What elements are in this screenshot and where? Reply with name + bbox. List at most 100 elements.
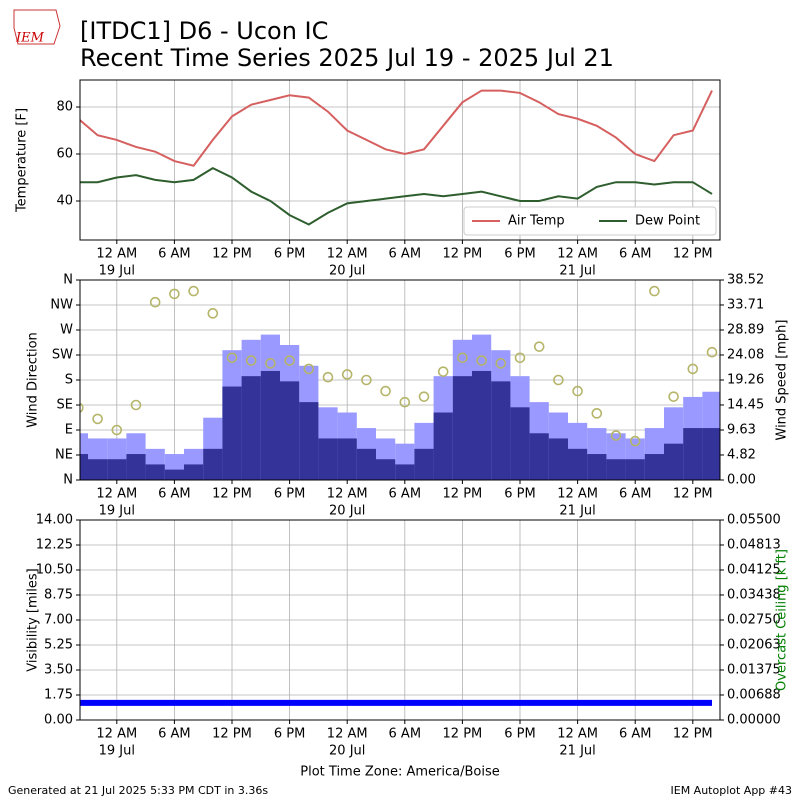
x-date-label: 20 Jul	[329, 504, 365, 519]
point	[130, 399, 142, 411]
bar	[203, 448, 223, 480]
x-date-label: 19 Jul	[99, 504, 135, 519]
x-tick-label: 6 AM	[389, 727, 422, 742]
x-tick-label: 12 AM	[96, 727, 137, 742]
x-tick-label: 12 AM	[327, 247, 368, 262]
point	[245, 355, 257, 366]
y-tick-label: 40	[56, 193, 73, 208]
y-tick-label: W	[60, 323, 73, 338]
x-tick-label: 12 AM	[96, 487, 137, 502]
y2-tick-label: 0.00000	[727, 713, 781, 728]
point	[533, 341, 545, 352]
x-tick-label: 12 AM	[557, 487, 598, 502]
y-tick-label: 5.25	[44, 638, 73, 653]
bar	[145, 464, 165, 480]
point	[668, 391, 679, 402]
y-tick-label: N	[63, 473, 73, 488]
point	[80, 402, 84, 413]
point	[418, 391, 430, 402]
point	[457, 352, 468, 364]
point	[687, 363, 699, 375]
bar	[414, 448, 434, 480]
point	[111, 424, 123, 436]
y2-tick-label: 9.63	[727, 423, 756, 438]
x-tick-label: 12 AM	[327, 727, 368, 742]
bar	[337, 438, 357, 480]
x-tick-label: 6 AM	[619, 487, 652, 502]
point	[495, 358, 507, 369]
axes-frame	[79, 519, 721, 721]
point	[476, 355, 487, 366]
y2-tick-label: 0.03438	[727, 587, 781, 602]
bar	[702, 428, 720, 480]
x-date-label: 20 Jul	[329, 264, 365, 279]
y2-tick-label: 24.08	[727, 347, 764, 362]
x-tick-label: 6 PM	[274, 247, 305, 262]
x-tick-label: 6 PM	[274, 727, 305, 742]
y2-tick-label: 28.89	[727, 323, 764, 338]
x-tick-label: 6 AM	[158, 727, 191, 742]
x-date-label: 19 Jul	[99, 744, 135, 759]
x-tick-label: 12 PM	[212, 727, 252, 742]
x-tick-label: 12 PM	[673, 247, 713, 262]
bar	[664, 443, 684, 480]
bar	[606, 459, 626, 480]
bar	[376, 459, 396, 480]
bar	[510, 407, 530, 480]
bar	[529, 433, 549, 480]
y2-tick-label: 0.04125	[727, 563, 781, 578]
y-axis-label: Wind Direction	[26, 332, 41, 428]
plot-area	[80, 89, 713, 226]
x-tick-label: 12 PM	[443, 487, 483, 502]
y2-tick-label: 33.71	[727, 297, 764, 312]
y-tick-label: 8.75	[44, 588, 73, 603]
y2-tick-label: 19.26	[727, 373, 764, 388]
bar	[683, 428, 703, 480]
x-tick-label: 6 AM	[158, 247, 191, 262]
y-tick-label: 80	[56, 100, 73, 115]
x-date-label: 21 Jul	[559, 264, 595, 279]
x-tick-label: 6 AM	[619, 247, 652, 262]
bar	[184, 464, 204, 480]
y2-axis-label: Overcast Ceiling [k ft]	[775, 549, 790, 691]
axes-frame	[79, 79, 721, 241]
logo-shape	[13, 9, 61, 45]
point	[265, 358, 276, 369]
y2-tick-label: 0.00	[727, 473, 756, 488]
logo-text: IEM	[15, 31, 45, 46]
point	[322, 371, 334, 383]
logo: IEM	[13, 9, 61, 46]
x-date-label: 20 Jul	[329, 744, 365, 759]
y-tick-label: 10.50	[36, 563, 73, 578]
series-line	[80, 166, 713, 226]
x-tick-label: 12 AM	[96, 247, 137, 262]
bar	[568, 448, 588, 480]
x-tick-label: 6 AM	[389, 247, 422, 262]
y-tick-label: 0.00	[44, 713, 73, 728]
y-tick-label: 12.25	[36, 538, 73, 553]
point	[629, 435, 641, 447]
legend-box	[463, 206, 717, 236]
point	[437, 366, 449, 377]
bar	[88, 459, 108, 480]
y-tick-label: 3.50	[44, 663, 73, 678]
bar	[395, 464, 415, 480]
y2-tick-label: 0.05500	[727, 513, 781, 528]
point	[169, 288, 180, 300]
y-tick-label: N	[63, 273, 73, 288]
axes-frame	[79, 279, 721, 481]
x-axis-label: Plot Time Zone: America/Boise	[300, 765, 499, 780]
point	[188, 285, 199, 297]
y2-tick-label: 0.04813	[727, 537, 781, 552]
y2-tick-label: 38.52	[727, 273, 764, 288]
x-tick-label: 12 PM	[443, 727, 483, 742]
legend-label: Dew Point	[635, 214, 700, 229]
x-tick-label: 12 AM	[557, 247, 598, 262]
x-tick-label: 6 PM	[504, 487, 535, 502]
y-tick-label: 1.75	[44, 688, 73, 703]
bar	[587, 454, 607, 480]
x-tick-label: 6 AM	[158, 487, 191, 502]
bar	[280, 381, 300, 480]
y-tick-label: 60	[56, 147, 73, 162]
x-tick-label: 12 AM	[557, 727, 598, 742]
